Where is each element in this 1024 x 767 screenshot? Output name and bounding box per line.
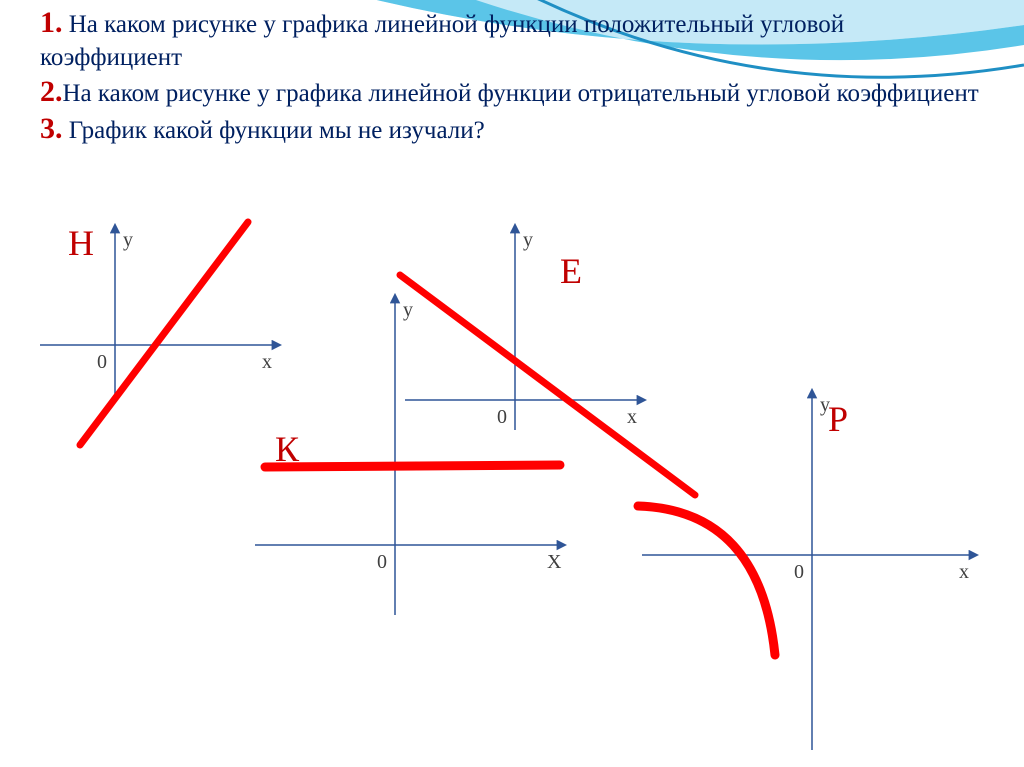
axis-xlabel-P: х bbox=[959, 561, 969, 584]
graph-label-K: К bbox=[275, 428, 299, 470]
axis-ylabel-H: у bbox=[123, 229, 133, 252]
axis-ylabel-K: у bbox=[403, 299, 413, 322]
curve-P bbox=[638, 506, 775, 655]
axis-origin-K: 0 bbox=[377, 551, 387, 574]
axis-ylabel-E: у bbox=[523, 229, 533, 252]
graph-label-E: Е bbox=[560, 250, 582, 292]
graph-label-P: Р bbox=[828, 398, 848, 440]
graphs-stage bbox=[0, 0, 1024, 767]
axis-origin-H: 0 bbox=[97, 351, 107, 374]
axis-xlabel-E: х bbox=[627, 406, 637, 429]
curve-H bbox=[80, 222, 248, 445]
curve-K bbox=[265, 465, 560, 467]
axis-xlabel-H: х bbox=[262, 351, 272, 374]
axis-origin-P: 0 bbox=[794, 561, 804, 584]
axis-xlabel-K: Х bbox=[547, 551, 561, 574]
axis-ylabel-P: у bbox=[820, 394, 830, 417]
graph-label-H: Н bbox=[68, 222, 94, 264]
axis-origin-E: 0 bbox=[497, 406, 507, 429]
